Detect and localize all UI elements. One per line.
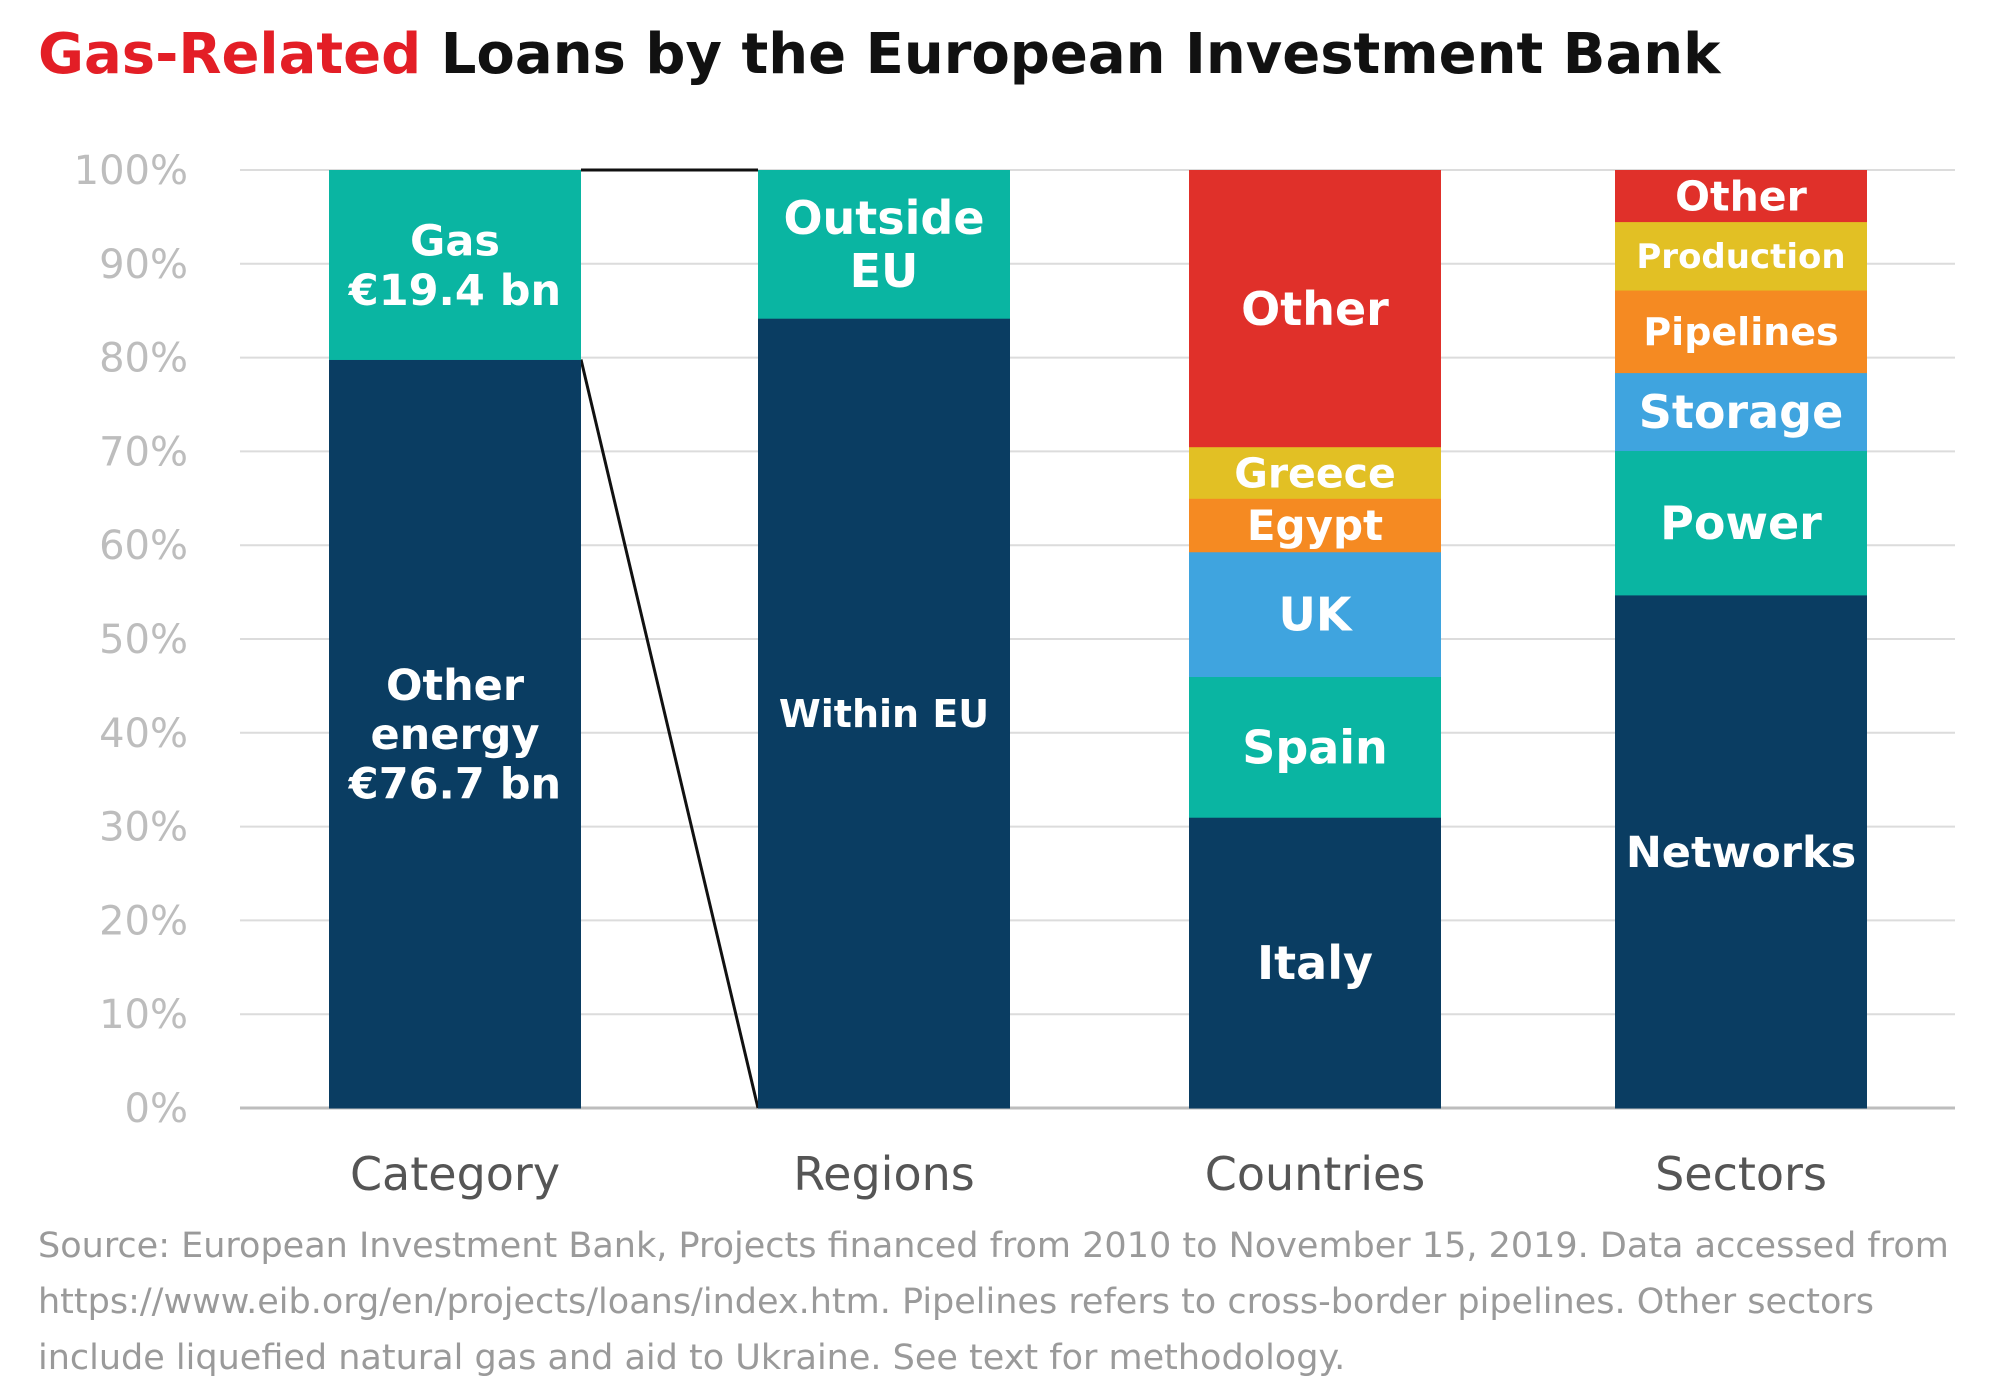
segment-label-line: UK xyxy=(1279,588,1354,642)
bar-regions: Within EU Outside EU xyxy=(758,170,1010,1109)
bar-segment xyxy=(1189,551,1441,678)
x-category-label: Countries xyxy=(1205,1147,1426,1201)
bar-segment xyxy=(1189,170,1441,448)
bar-segment xyxy=(1189,498,1441,553)
segment-label-line: Within EU xyxy=(779,692,989,736)
y-tick-label: 20% xyxy=(99,898,188,944)
segment-label-line: Pipelines xyxy=(1643,310,1838,354)
chart-title: Gas-Related Loans by the European Invest… xyxy=(38,22,1720,87)
segment-label: Other energy €76.7 bn xyxy=(348,661,561,810)
segment-label: Greece xyxy=(1234,449,1396,497)
y-tick-label: 50% xyxy=(99,617,188,663)
segment-label-line: Production xyxy=(1636,237,1845,277)
bar-segment xyxy=(1189,817,1441,1109)
segment-label-line: Networks xyxy=(1626,828,1856,878)
segment-label-line: Other xyxy=(386,661,525,711)
connector-lines xyxy=(579,168,760,1109)
segment-label-line: €19.4 bn xyxy=(348,266,561,316)
bar-segment xyxy=(1615,372,1867,451)
source-note: Source: European Investment Bank, Projec… xyxy=(38,1226,1949,1378)
connector-line-bottom xyxy=(579,359,760,1109)
segment-label-line: Egypt xyxy=(1247,501,1383,550)
segment-label-line: Gas xyxy=(410,216,500,266)
y-tick-label: 30% xyxy=(99,805,188,851)
bar-segment xyxy=(1615,290,1867,374)
x-category-label: Category xyxy=(350,1147,560,1201)
y-tick-label: 80% xyxy=(99,336,188,382)
segment-label: Outside EU xyxy=(783,191,984,298)
bar-segment xyxy=(758,170,1010,319)
segment-label-line: Greece xyxy=(1234,449,1396,497)
segment-label: Networks xyxy=(1626,828,1856,878)
segment-label: Production xyxy=(1636,237,1845,277)
chart-title-rest: Loans by the European Investment Bank xyxy=(421,22,1721,87)
bar-category: Other energy €76.7 bn Gas €19.4 bn xyxy=(329,170,581,1109)
x-axis: Category Regions Countries Sectors xyxy=(350,1147,1827,1201)
segment-label: Storage xyxy=(1639,385,1844,439)
y-tick-label: 10% xyxy=(99,992,188,1038)
y-tick-label: 100% xyxy=(74,148,188,194)
segment-label: Power xyxy=(1660,496,1822,550)
segment-label: Gas €19.4 bn xyxy=(348,216,561,315)
y-tick-label: 70% xyxy=(99,429,188,475)
x-category-label: Sectors xyxy=(1655,1147,1827,1201)
chart-title-highlight: Gas-Related xyxy=(38,22,422,87)
segment-label: Other xyxy=(1675,173,1807,221)
segment-label: Within EU xyxy=(779,692,989,736)
bar-segment xyxy=(329,170,581,360)
y-tick-label: 60% xyxy=(99,523,188,569)
segment-label: UK xyxy=(1279,588,1354,642)
segment-label: Italy xyxy=(1257,936,1373,990)
segment-label-line: Storage xyxy=(1639,385,1844,439)
y-tick-label: 0% xyxy=(125,1086,188,1132)
segment-label-line: Spain xyxy=(1242,720,1388,774)
bar-sectors: Networks Power Storage Pipelines Production O… xyxy=(1615,170,1867,1109)
segment-label: Pipelines xyxy=(1643,310,1838,354)
bar-segment xyxy=(1615,594,1867,1109)
segment-label-line: EU xyxy=(850,244,919,298)
segment-label-line: Other xyxy=(1241,282,1389,336)
bar-segment xyxy=(1615,221,1867,291)
segment-label: Egypt xyxy=(1247,501,1383,550)
x-category-label: Regions xyxy=(793,1147,974,1201)
segment-label-line: Italy xyxy=(1257,936,1373,990)
y-tick-label: 90% xyxy=(99,242,188,288)
bar-segment xyxy=(1189,676,1441,818)
segment-label-line: €76.7 bn xyxy=(348,760,561,810)
bar-segment xyxy=(1189,446,1441,499)
segment-label-line: Outside xyxy=(783,191,984,245)
segment-label-line: Other xyxy=(1675,173,1807,221)
bar-segment xyxy=(329,359,581,1109)
segment-label: Other xyxy=(1241,282,1389,336)
y-axis: 0% 10% 20% 30% 40% 50% 60% 70% 80% 90% 100% xyxy=(74,148,188,1132)
bar-segment xyxy=(1615,170,1867,223)
segment-label-line: energy xyxy=(371,710,540,760)
segment-label: Spain xyxy=(1242,720,1388,774)
y-tick-label: 40% xyxy=(99,711,188,757)
segment-label-line: Power xyxy=(1660,496,1822,550)
bar-segment xyxy=(1615,450,1867,596)
bar-segment xyxy=(758,318,1010,1109)
